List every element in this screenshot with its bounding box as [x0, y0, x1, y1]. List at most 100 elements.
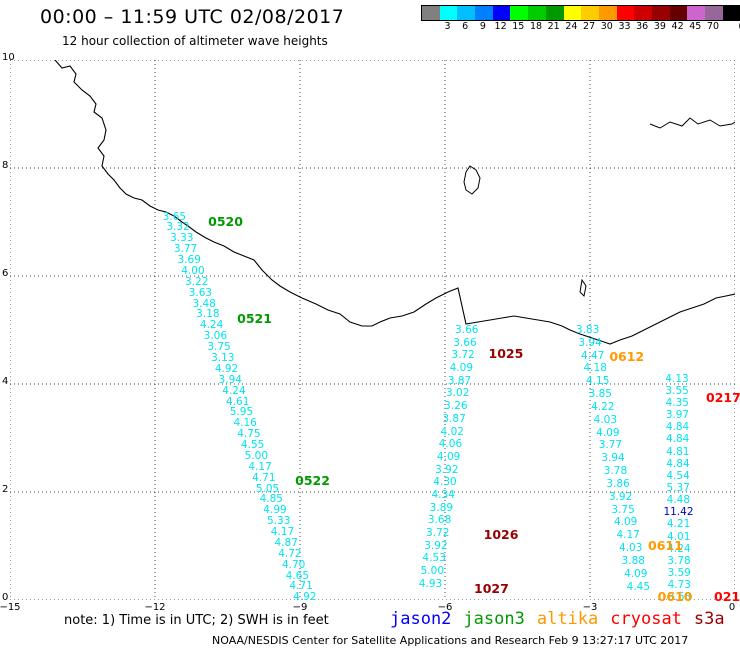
- wave-height-value: 4.75: [237, 428, 261, 441]
- wave-height-value: 3.22: [185, 275, 209, 288]
- color-scale-swatch: [581, 6, 599, 20]
- page-title: 00:00 – 11:59 UTC 02/08/2017: [40, 6, 345, 28]
- wave-height-value: 4.71: [289, 580, 313, 593]
- satellite-legend-entry: jason3: [463, 609, 525, 629]
- color-scale-label: 15: [512, 21, 525, 32]
- wave-height-value: 3.06: [203, 330, 228, 343]
- color-scale-swatch: [457, 6, 476, 20]
- wave-height-value: 3.75: [207, 341, 231, 354]
- wave-height-value: 4.92: [293, 591, 317, 604]
- wave-height-value: 3.65: [162, 210, 187, 223]
- bioko-island: [463, 165, 481, 195]
- wave-height-value: 4.09: [596, 426, 620, 439]
- wave-height-value: 4.02: [440, 425, 464, 438]
- x-tick-label: −12: [144, 602, 166, 613]
- wave-height-value: 4.35: [665, 396, 689, 409]
- color-scale-label: 12: [494, 21, 507, 32]
- y-tick-label: 8: [2, 160, 9, 171]
- color-scale-swatch: [475, 6, 493, 20]
- color-scale-label: 45: [689, 21, 702, 32]
- color-scale-swatch: [492, 6, 511, 20]
- wave-height-value: 4.09: [613, 516, 638, 529]
- wave-height-value: 4.18: [583, 362, 607, 375]
- y-tick-label: 2: [2, 484, 9, 495]
- color-scale-swatch: [687, 6, 705, 20]
- pass-time-label: 0612: [609, 349, 645, 364]
- color-scale-swatch: [598, 6, 617, 20]
- wave-height-value: 4.45: [626, 580, 651, 593]
- pass-time-label: 0611: [648, 538, 683, 553]
- wave-height-value: 4.47: [580, 349, 605, 362]
- wave-height-value: 3.18: [196, 308, 220, 321]
- color-scale-swatch: [545, 6, 564, 20]
- wave-height-value: 4.06: [438, 438, 463, 451]
- wave-height-value: 3.94: [578, 336, 602, 349]
- wave-height-value: 4.09: [624, 567, 648, 580]
- wave-height-value: 3.94: [601, 452, 625, 465]
- pass-time-label: 0217: [706, 389, 740, 405]
- wave-height-value: 3.92: [608, 490, 633, 503]
- wave-height-value: 3.77: [598, 439, 623, 452]
- wave-height-value: 4.84: [665, 421, 690, 434]
- wave-height-value: 3.66: [453, 336, 477, 349]
- wave-height-value: 4.54: [666, 469, 690, 482]
- wave-height-value: 4.03: [593, 413, 618, 426]
- wave-height-value: 4.22: [591, 400, 615, 413]
- wave-height-value: 3.87: [442, 412, 466, 425]
- color-scale-label: 42: [671, 21, 684, 32]
- wave-height-value: 5.05: [255, 482, 280, 495]
- wave-height-value: 3.85: [588, 388, 612, 401]
- color-scale-label: 36: [636, 21, 649, 32]
- wave-height-value: 4.09: [436, 450, 461, 463]
- satellite-legend-entry: altika: [536, 609, 599, 629]
- wave-height-value: 4.70: [281, 558, 306, 571]
- wave-height-value: 3.72: [426, 527, 450, 540]
- wave-height-value: 4.01: [667, 530, 691, 543]
- wave-height-value: 3.75: [611, 503, 635, 516]
- satellite-legend-entry: s3a: [693, 609, 725, 629]
- wave-height-value: 5.33: [267, 515, 291, 528]
- wave-height-value: 4.73: [667, 579, 691, 592]
- satellite-legend: jason2 jason3 altika cryosat s3a: [390, 609, 737, 629]
- wave-height-value: 3.72: [451, 349, 475, 362]
- wave-height-value: 4.85: [259, 493, 283, 506]
- color-scale-label: 21: [547, 21, 560, 32]
- wave-height-value: 3.88: [621, 554, 645, 567]
- wave-height-value: 3.92: [424, 539, 448, 552]
- wave-height-value: 3.55: [665, 384, 689, 397]
- wave-height-value: 4.55: [240, 439, 265, 452]
- color-scale-swatch: [722, 6, 740, 20]
- color-scale-swatch: [528, 6, 546, 20]
- wave-height-value: 4.65: [285, 569, 310, 582]
- wave-height-value: 4.24: [667, 542, 691, 555]
- wave-height-value: 3.66: [455, 324, 479, 336]
- color-scale-label: 33: [618, 21, 631, 32]
- wave-height-value: 5.95: [229, 406, 254, 419]
- wave-height-value: 4.16: [233, 417, 257, 430]
- small-island: [579, 278, 587, 298]
- satellite-legend-entry: jason2: [390, 609, 452, 629]
- wave-height-value: 4.17: [248, 460, 272, 473]
- wave-height-value: 4.53: [422, 552, 446, 565]
- wave-height-value: 4.87: [274, 536, 298, 549]
- color-scale-label: 27: [583, 21, 596, 32]
- pass-time-label: 0521: [237, 311, 272, 327]
- wave-height-value: 3.02: [445, 387, 470, 400]
- color-scale-label: 18: [529, 21, 543, 32]
- wave-height-value: 4.92: [214, 362, 239, 375]
- wave-height-value: 4.15: [586, 375, 610, 388]
- x-tick-label: −6: [437, 602, 453, 613]
- y-tick-label: 0: [2, 592, 9, 603]
- wave-height-value: 4.30: [433, 476, 457, 489]
- x-tick-label: −15: [0, 602, 21, 613]
- wave-height-value: 4.13: [665, 372, 689, 385]
- wave-height-value: 5.00: [244, 449, 269, 462]
- color-scale-label: 30: [600, 21, 613, 32]
- wave-height-value: 3.68: [427, 514, 452, 527]
- wave-height-value: 4.24: [222, 384, 246, 397]
- wave-height-value: 4.71: [252, 471, 276, 484]
- color-scale-label: 24: [565, 21, 578, 32]
- color-scale-swatch: [422, 6, 440, 20]
- wave-height-value: 5.37: [666, 481, 690, 494]
